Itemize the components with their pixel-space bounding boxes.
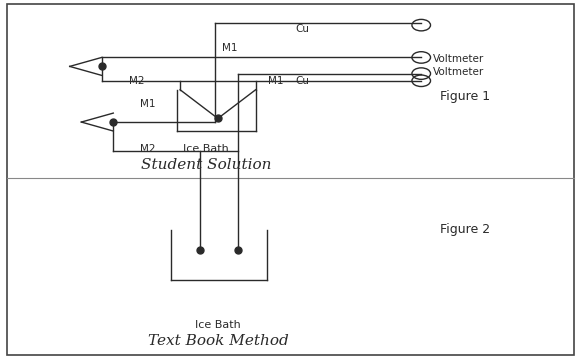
Text: Ice Bath: Ice Bath: [184, 144, 229, 154]
Text: Voltmeter: Voltmeter: [433, 67, 484, 77]
Text: M1: M1: [141, 99, 156, 109]
Text: Text Book Method: Text Book Method: [148, 334, 288, 348]
Text: M1: M1: [268, 76, 284, 86]
Text: Figure 1: Figure 1: [440, 90, 490, 103]
Text: Ice Bath: Ice Bath: [195, 320, 241, 330]
Text: Student Solution: Student Solution: [141, 158, 271, 172]
Text: Figure 2: Figure 2: [440, 223, 490, 236]
Text: Cu: Cu: [295, 76, 309, 86]
Text: M1: M1: [222, 43, 237, 53]
Text: Cu: Cu: [295, 24, 309, 34]
Text: Voltmeter: Voltmeter: [433, 54, 484, 64]
Text: M2: M2: [129, 76, 144, 86]
Text: M2: M2: [141, 144, 156, 154]
